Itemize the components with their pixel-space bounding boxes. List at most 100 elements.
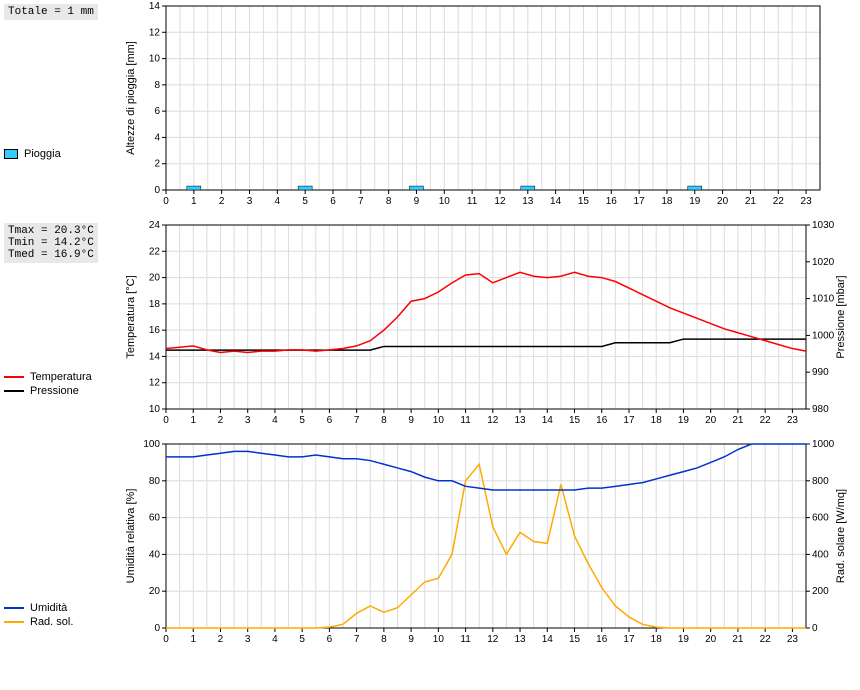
svg-text:9: 9 xyxy=(408,415,414,424)
svg-text:Rad. solare [W/mq]: Rad. solare [W/mq] xyxy=(835,489,847,583)
svg-text:11: 11 xyxy=(460,415,471,424)
svg-text:1030: 1030 xyxy=(812,220,835,231)
svg-text:4: 4 xyxy=(275,196,281,205)
page: Totale = 1 mm Pioggia 012345678910111213… xyxy=(0,0,860,657)
panel3-chart: 0123456789101112131415161718192021222302… xyxy=(120,438,852,643)
svg-text:5: 5 xyxy=(302,196,308,205)
tmed-text: Tmed = 16.9°C xyxy=(8,249,94,261)
svg-text:0: 0 xyxy=(163,415,169,424)
svg-text:4: 4 xyxy=(154,132,160,143)
svg-text:13: 13 xyxy=(522,196,534,205)
panel3-side: Umidità Rad. sol. xyxy=(0,438,120,657)
svg-text:1010: 1010 xyxy=(812,294,835,305)
panel2-side: Tmax = 20.3°C Tmin = 14.2°C Tmed = 16.9°… xyxy=(0,219,120,438)
panel1-legend: Pioggia xyxy=(4,148,116,160)
legend-item-temperatura: Temperatura xyxy=(4,371,116,383)
svg-text:990: 990 xyxy=(812,367,829,378)
svg-text:400: 400 xyxy=(812,549,829,560)
svg-text:14: 14 xyxy=(542,634,554,643)
svg-text:7: 7 xyxy=(354,415,360,424)
svg-text:10: 10 xyxy=(433,634,445,643)
panel1-info: Totale = 1 mm xyxy=(4,4,98,20)
svg-text:6: 6 xyxy=(330,196,336,205)
svg-text:12: 12 xyxy=(149,27,161,38)
svg-text:22: 22 xyxy=(760,634,772,643)
svg-text:18: 18 xyxy=(651,415,663,424)
legend-item-umidita: Umidità xyxy=(4,602,116,614)
svg-text:5: 5 xyxy=(299,634,305,643)
svg-text:40: 40 xyxy=(149,549,161,560)
svg-text:6: 6 xyxy=(327,415,333,424)
svg-text:Altezze di pioggia [mm]: Altezze di pioggia [mm] xyxy=(125,41,137,155)
svg-text:16: 16 xyxy=(596,415,608,424)
svg-text:12: 12 xyxy=(487,634,499,643)
panel3-legend: Umidità Rad. sol. xyxy=(4,602,116,628)
svg-text:22: 22 xyxy=(760,415,772,424)
svg-text:Pressione [mbar]: Pressione [mbar] xyxy=(835,275,847,358)
svg-text:15: 15 xyxy=(569,634,581,643)
tmin-text: Tmin = 14.2°C xyxy=(8,237,94,249)
svg-text:9: 9 xyxy=(414,196,420,205)
svg-text:15: 15 xyxy=(578,196,590,205)
panel2-svg: 0123456789101112131415161718192021222310… xyxy=(120,219,850,424)
legend-item-radsol: Rad. sol. xyxy=(4,616,116,628)
umidita-swatch xyxy=(4,607,24,609)
svg-text:3: 3 xyxy=(245,415,251,424)
legend-label-umidita: Umidità xyxy=(30,602,67,614)
svg-text:17: 17 xyxy=(623,634,635,643)
legend-item-pressione: Pressione xyxy=(4,385,116,397)
panel3-svg: 0123456789101112131415161718192021222302… xyxy=(120,438,850,643)
svg-text:1: 1 xyxy=(191,196,197,205)
svg-text:0: 0 xyxy=(163,196,169,205)
svg-text:0: 0 xyxy=(163,634,169,643)
svg-text:19: 19 xyxy=(689,196,701,205)
svg-text:20: 20 xyxy=(149,273,161,284)
svg-text:7: 7 xyxy=(354,634,360,643)
svg-text:18: 18 xyxy=(651,634,663,643)
svg-text:Umidità relativa [%]: Umidità relativa [%] xyxy=(125,489,137,584)
svg-text:20: 20 xyxy=(705,634,717,643)
svg-text:24: 24 xyxy=(149,220,161,231)
panel1-chart: 0123456789101112131415161718192021222302… xyxy=(120,0,852,205)
panel3-chart-wrap: 0123456789101112131415161718192021222302… xyxy=(120,438,860,657)
svg-text:8: 8 xyxy=(386,196,392,205)
svg-text:4: 4 xyxy=(272,415,278,424)
svg-text:11: 11 xyxy=(460,634,471,643)
svg-text:20: 20 xyxy=(717,196,729,205)
svg-text:14: 14 xyxy=(550,196,562,205)
svg-text:8: 8 xyxy=(381,415,387,424)
svg-text:0: 0 xyxy=(154,623,160,634)
svg-text:14: 14 xyxy=(149,351,161,362)
svg-text:17: 17 xyxy=(623,415,635,424)
legend-label-radsol: Rad. sol. xyxy=(30,616,73,628)
panel2-legend: Temperatura Pressione xyxy=(4,371,116,397)
svg-text:7: 7 xyxy=(358,196,364,205)
svg-text:14: 14 xyxy=(542,415,554,424)
legend-label-temperatura: Temperatura xyxy=(30,371,92,383)
panel2-info: Tmax = 20.3°C Tmin = 14.2°C Tmed = 16.9°… xyxy=(4,223,98,263)
panel1-svg: 0123456789101112131415161718192021222302… xyxy=(120,0,850,205)
svg-text:3: 3 xyxy=(247,196,253,205)
svg-text:80: 80 xyxy=(149,476,161,487)
svg-text:9: 9 xyxy=(408,634,414,643)
tmax-text: Tmax = 20.3°C xyxy=(8,225,94,237)
svg-text:3: 3 xyxy=(245,634,251,643)
svg-text:6: 6 xyxy=(327,634,333,643)
svg-text:12: 12 xyxy=(487,415,499,424)
svg-text:19: 19 xyxy=(678,634,690,643)
svg-text:10: 10 xyxy=(149,404,161,415)
svg-text:12: 12 xyxy=(494,196,506,205)
legend-item-pioggia: Pioggia xyxy=(4,148,116,160)
svg-text:21: 21 xyxy=(745,196,757,205)
svg-text:2: 2 xyxy=(219,196,225,205)
panel1-side: Totale = 1 mm Pioggia xyxy=(0,0,120,219)
svg-text:8: 8 xyxy=(154,80,160,91)
svg-text:Temperatura [°C]: Temperatura [°C] xyxy=(125,275,137,358)
panel2-chart: 0123456789101112131415161718192021222310… xyxy=(120,219,852,424)
svg-text:1: 1 xyxy=(190,634,196,643)
svg-text:18: 18 xyxy=(149,299,161,310)
svg-text:60: 60 xyxy=(149,513,161,524)
svg-text:10: 10 xyxy=(433,415,445,424)
svg-text:16: 16 xyxy=(606,196,618,205)
svg-text:22: 22 xyxy=(773,196,785,205)
